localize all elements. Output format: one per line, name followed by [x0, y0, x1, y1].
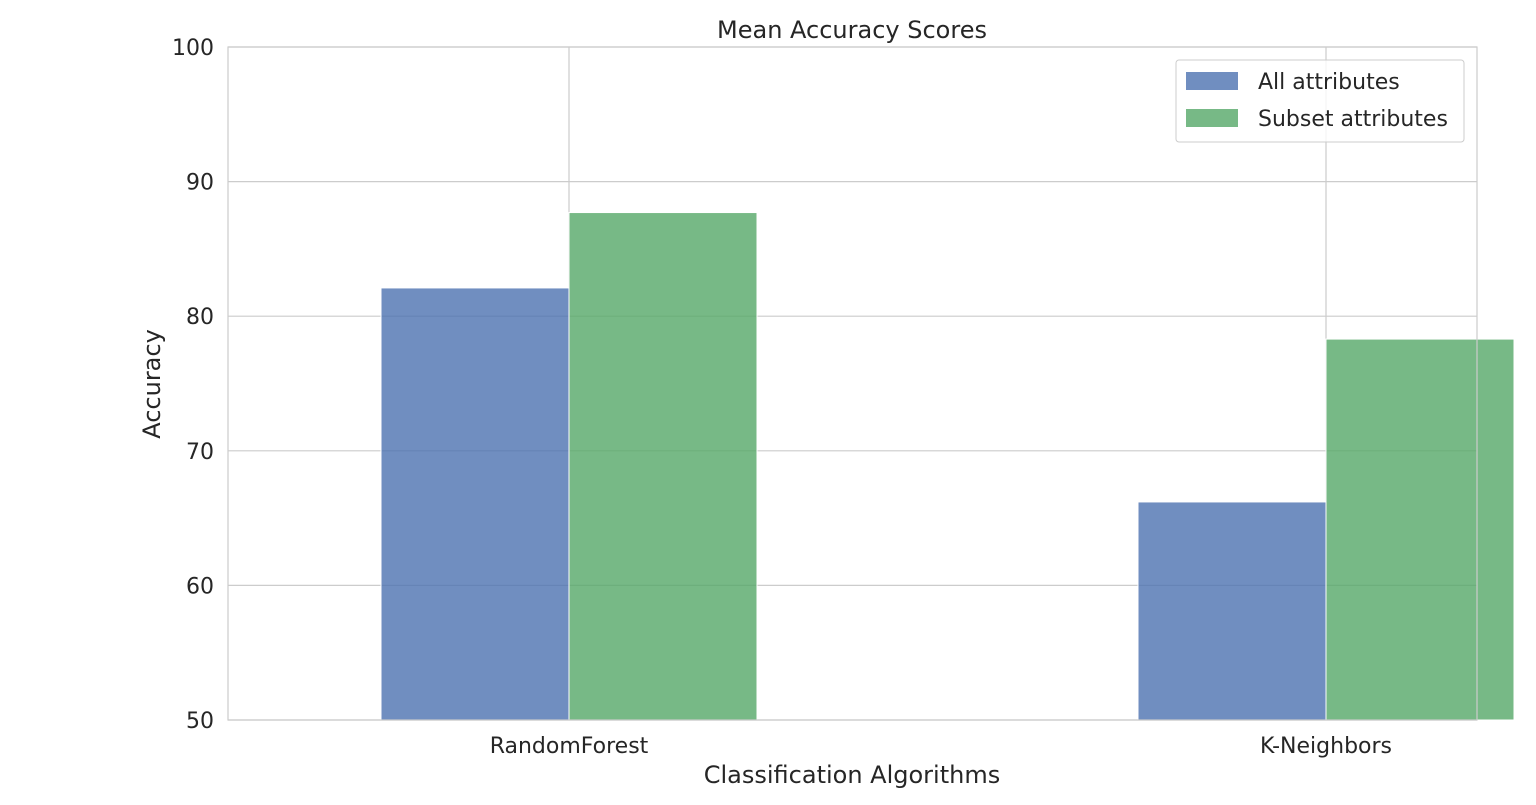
y-axis-label: Accuracy — [138, 329, 166, 439]
legend-swatch-all-attributes — [1186, 72, 1238, 90]
bar-randomforest-all-attributes — [380, 287, 570, 721]
y-tick-labels: 50 60 70 80 90 100 — [172, 36, 214, 734]
chart-title: Mean Accuracy Scores — [717, 16, 987, 44]
y-tick-label: 70 — [186, 440, 214, 465]
x-tick-label: RandomForest — [490, 734, 649, 759]
bar-k-neighbors-all-attributes — [1137, 501, 1327, 721]
x-axis-label: Classification Algorithms — [704, 761, 1000, 789]
legend: All attributes Subset attributes — [1175, 59, 1465, 143]
plot-frame — [227, 46, 1478, 721]
y-tick-label: 100 — [172, 36, 214, 61]
legend-swatch-subset-attributes — [1186, 109, 1238, 127]
x-tick-label: K-Neighbors — [1260, 734, 1392, 759]
bars — [380, 212, 1515, 721]
y-tick-label: 60 — [186, 574, 214, 599]
legend-label-subset-attributes: Subset attributes — [1258, 107, 1448, 132]
y-tick-label: 80 — [186, 305, 214, 330]
y-tick-label: 50 — [186, 709, 214, 734]
x-tick-labels: RandomForest K-Neighbors — [490, 734, 1392, 759]
legend-box — [1175, 59, 1465, 143]
bar-randomforest-subset-attributes — [568, 212, 758, 721]
bar-k-neighbors-subset-attributes — [1325, 338, 1515, 721]
legend-label-all-attributes: All attributes — [1258, 70, 1400, 95]
y-tick-label: 90 — [186, 171, 214, 196]
